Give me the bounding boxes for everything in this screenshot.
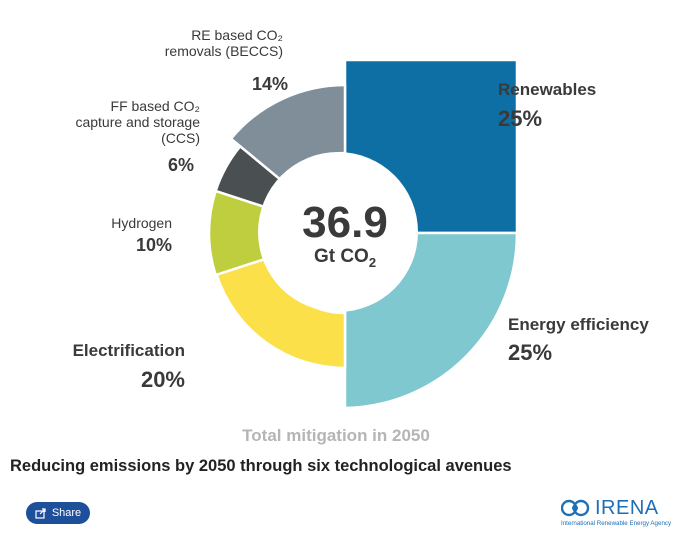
- label-renewables: Renewables: [498, 80, 596, 99]
- label-ccs-line-1: FF based CO₂: [111, 98, 200, 114]
- share-icon: [35, 508, 46, 519]
- share-button[interactable]: Share: [26, 502, 90, 524]
- donut-hole: [258, 152, 418, 312]
- chart-title: Reducing emissions by 2050 through six t…: [10, 457, 512, 475]
- logo-tagline: International Renewable Energy Agency: [561, 520, 672, 527]
- chart-subtitle: Total mitigation in 2050: [242, 426, 430, 445]
- label-ccs-line-2: capture and storage: [75, 114, 200, 130]
- center-unit: Gt CO2: [314, 246, 376, 270]
- label-ccs-line-3: (CCS): [161, 130, 200, 146]
- donut-chart: 36.9 Gt CO2 Renewables 25% Energy efficien…: [73, 27, 650, 445]
- label-beccs-line-2: removals (BECCS): [165, 43, 283, 59]
- percent-beccs: 14%: [252, 74, 288, 94]
- percent-renewables: 25%: [498, 106, 542, 131]
- irena-logo-icon: [561, 499, 590, 517]
- label-beccs-line-1: RE based CO₂: [191, 27, 283, 43]
- percent-hydrogen: 10%: [136, 235, 172, 255]
- percent-ccs: 6%: [168, 155, 194, 175]
- share-label: Share: [51, 507, 82, 519]
- percent-energy-efficiency: 25%: [508, 340, 552, 365]
- percent-electrification: 20%: [141, 367, 185, 392]
- label-energy-efficiency: Energy efficiency: [508, 315, 649, 334]
- label-electrification: Electrification: [73, 341, 185, 360]
- logo-name: IRENA: [595, 497, 659, 519]
- label-hydrogen: Hydrogen: [111, 215, 172, 231]
- center-value: 36.9: [302, 198, 388, 247]
- irena-logo: IRENA International Renewable Energy Age…: [561, 497, 673, 529]
